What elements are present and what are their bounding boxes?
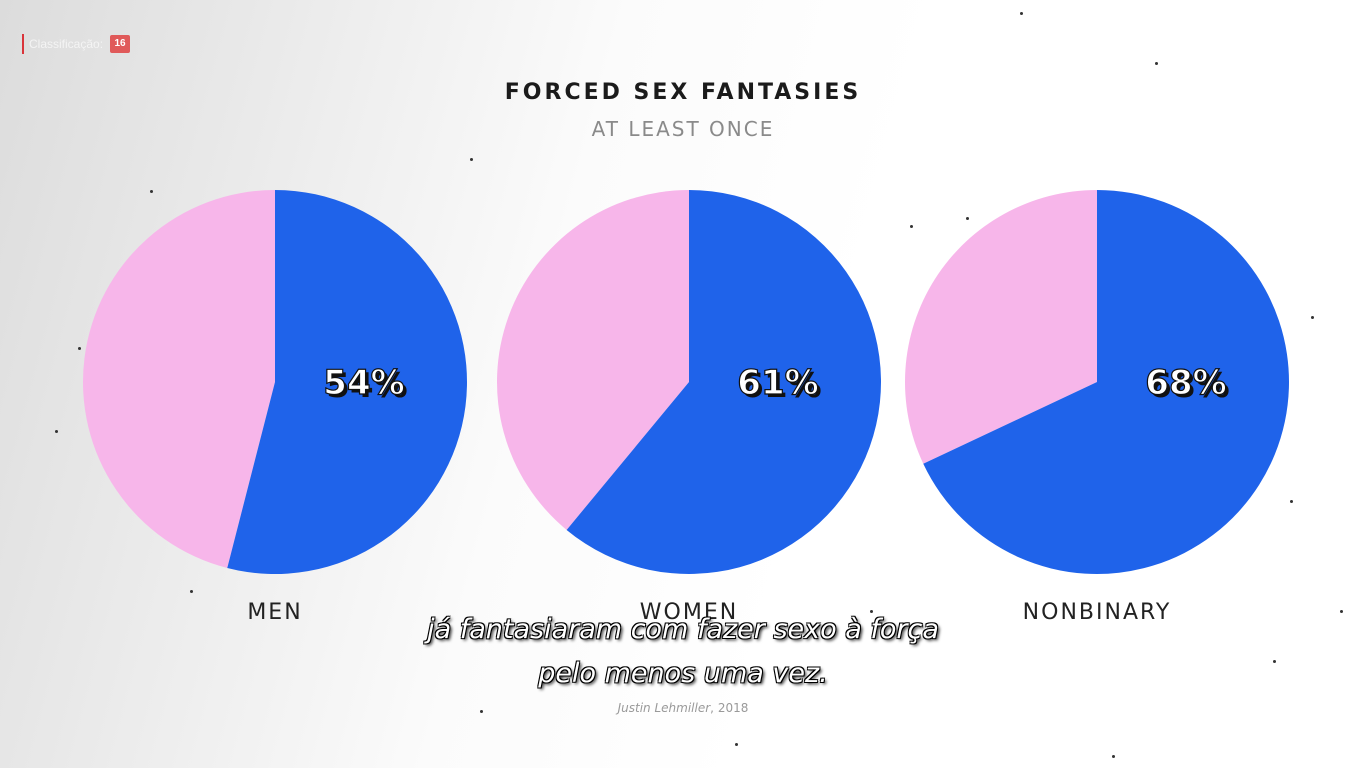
subtitle-line-2: pelo menos uma vez. (538, 658, 828, 689)
pie-men: 54%54%MEN (82, 190, 467, 625)
speck (1112, 755, 1115, 758)
pie-slice-remainder (82, 190, 275, 568)
pie-value-label: 61% (737, 363, 818, 403)
chart-subtitle: AT LEAST ONCE (591, 117, 775, 141)
source-author: Justin Lehmiller (617, 701, 711, 715)
pie-slice-value (923, 190, 1289, 575)
pie-slice-value (566, 190, 882, 574)
pie-slice-value (227, 190, 467, 574)
video-subtitles: já fantasiaram com fazer sexo à força pe… (0, 608, 1366, 696)
pie-slice-remainder (905, 190, 1097, 464)
pie-category-label: MEN (247, 600, 302, 625)
pie-slice-remainder (497, 190, 689, 530)
source-year: 2018 (717, 701, 749, 715)
pie-nonbinary: 68%68%NONBINARY (905, 190, 1289, 625)
speck (55, 430, 58, 433)
speck (1290, 500, 1293, 503)
pie-category-label: WOMEN (640, 600, 738, 625)
speck (870, 610, 873, 613)
speck (190, 590, 193, 593)
speck (735, 743, 738, 746)
subtitle-line-1: já fantasiaram com fazer sexo à força (427, 614, 939, 645)
pie-women: 61%61%WOMEN (497, 190, 882, 625)
chart-title: FORCED SEX FANTASIES (504, 80, 862, 105)
pie-value-label-shadow: 68% (1148, 366, 1229, 406)
speck (910, 225, 913, 228)
speck (480, 710, 483, 713)
pie-value-label-shadow: 54% (326, 366, 407, 406)
age-rating-badge: 16 (110, 35, 131, 53)
chart-source: Justin Lehmiller, 2018 (617, 701, 749, 715)
speck (1020, 12, 1023, 15)
age-rating: Classificação: 16 (22, 34, 131, 54)
pie-value-label: 54% (323, 363, 404, 403)
pie-category-label: NONBINARY (1023, 600, 1172, 625)
pie-value-label-shadow: 61% (740, 366, 821, 406)
speck (1273, 660, 1276, 663)
speck (1311, 316, 1314, 319)
pie-value-label: 68% (1145, 363, 1226, 403)
speck (966, 217, 969, 220)
speck (78, 347, 81, 350)
speck (1155, 62, 1158, 65)
age-rating-label: Classificação: (29, 37, 104, 51)
speck (470, 158, 473, 161)
speck (150, 190, 153, 193)
speck (1340, 610, 1343, 613)
